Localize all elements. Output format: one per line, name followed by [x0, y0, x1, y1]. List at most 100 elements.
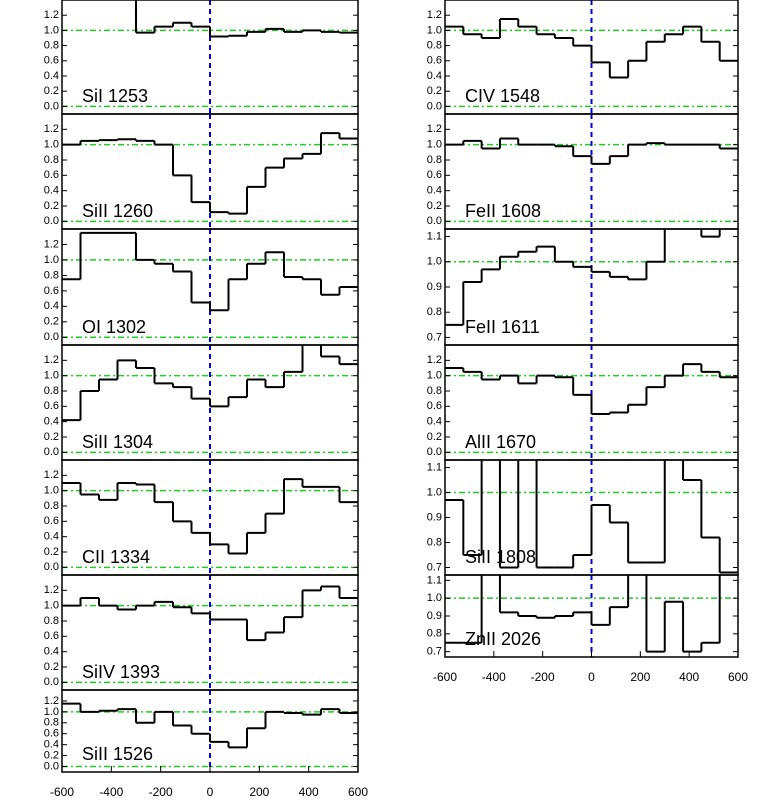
- y-tick-label: 0.6: [427, 55, 442, 67]
- y-tick-label: 0.0: [44, 561, 59, 573]
- panel: [62, 0, 358, 114]
- y-tick-label: 1.0: [44, 254, 59, 266]
- y-tick-label: 0.6: [427, 400, 442, 412]
- y-tick-label: 0.6: [44, 285, 59, 297]
- x-tick-label: 400: [679, 670, 699, 684]
- y-tick-label: 0.2: [427, 200, 442, 212]
- y-tick-label: 0.4: [427, 185, 442, 197]
- line-label: AlII 1670: [465, 432, 536, 452]
- line-label: SiIV 1393: [82, 662, 160, 682]
- panel: [445, 460, 738, 575]
- y-tick-label: 0.8: [44, 269, 59, 281]
- line-label: SiII 1260: [82, 201, 153, 221]
- y-tick-label: 0.9: [427, 610, 442, 622]
- y-tick-label: 1.0: [44, 24, 59, 36]
- y-tick-label: 0.4: [44, 646, 59, 658]
- panel: [445, 575, 738, 657]
- y-tick-label: 0.2: [44, 85, 59, 97]
- y-tick-label: 0.8: [427, 385, 442, 397]
- y-tick-label: 0.8: [44, 500, 59, 512]
- y-tick-label: 1.2: [44, 354, 59, 366]
- y-tick-label: 1.2: [44, 9, 59, 21]
- y-tick-label: 1.0: [427, 24, 442, 36]
- y-tick-label: 0.4: [427, 70, 442, 82]
- y-tick-label: 1.0: [427, 256, 442, 268]
- y-tick-label: 0.2: [44, 546, 59, 558]
- panel: [62, 575, 358, 690]
- y-tick-label: 0.0: [44, 215, 59, 227]
- y-tick-label: 0.8: [427, 154, 442, 166]
- line-label: SiII 1526: [82, 744, 153, 764]
- y-tick-label: 0.7: [427, 646, 442, 658]
- y-tick-label: 1.0: [44, 139, 59, 151]
- y-tick-label: 0.4: [44, 416, 59, 428]
- y-tick-label: 0.0: [44, 100, 59, 112]
- y-tick-label: 0.2: [44, 661, 59, 673]
- y-tick-label: 0.0: [44, 760, 59, 772]
- x-tick-label: -200: [149, 785, 173, 799]
- y-tick-label: 0.8: [44, 385, 59, 397]
- y-tick-label: 0.0: [427, 446, 442, 458]
- y-tick-label: 0.4: [44, 300, 59, 312]
- x-tick-label: -400: [482, 670, 506, 684]
- panel: [445, 345, 738, 460]
- y-tick-label: 1.2: [44, 238, 59, 250]
- y-tick-label: 0.2: [427, 85, 442, 97]
- panel: [445, 114, 738, 229]
- y-tick-label: 1.0: [427, 139, 442, 151]
- y-tick-label: 0.9: [427, 281, 442, 293]
- y-tick-label: 0.2: [44, 750, 59, 762]
- y-tick-label: 0.4: [44, 739, 59, 751]
- y-tick-label: 1.2: [427, 354, 442, 366]
- x-tick-label: -600: [50, 785, 74, 799]
- panel: [62, 690, 358, 772]
- line-label: SiII 1808: [465, 547, 536, 567]
- y-tick-label: 0.8: [44, 40, 59, 52]
- x-tick-label: 600: [728, 670, 748, 684]
- y-tick-label: 0.2: [44, 431, 59, 443]
- y-tick-label: 1.2: [427, 123, 442, 135]
- x-tick-label: -400: [99, 785, 123, 799]
- y-tick-label: 0.0: [44, 676, 59, 688]
- y-tick-label: 1.0: [427, 370, 442, 382]
- y-tick-label: 0.9: [427, 511, 442, 523]
- y-tick-label: 1.0: [44, 370, 59, 382]
- y-tick-label: 1.0: [427, 592, 442, 604]
- panel: [62, 345, 358, 460]
- y-tick-label: 0.0: [44, 331, 59, 343]
- y-tick-label: 0.6: [44, 515, 59, 527]
- y-tick-label: 0.8: [44, 154, 59, 166]
- line-label: OI 1302: [82, 317, 146, 337]
- y-tick-label: 1.0: [44, 485, 59, 497]
- y-tick-label: 0.7: [427, 561, 442, 573]
- line-label: CII 1334: [82, 547, 150, 567]
- y-tick-label: 0.4: [44, 185, 59, 197]
- x-tick-label: -600: [433, 670, 457, 684]
- y-tick-label: 0.6: [44, 400, 59, 412]
- panel: [445, 229, 738, 345]
- y-tick-label: 0.8: [427, 306, 442, 318]
- y-tick-label: 1.2: [44, 123, 59, 135]
- panel: [62, 460, 358, 575]
- y-tick-label: 1.2: [44, 695, 59, 707]
- x-tick-label: 0: [207, 785, 214, 799]
- x-tick-label: 400: [299, 785, 319, 799]
- y-tick-label: 0.8: [427, 40, 442, 52]
- panel: [62, 229, 358, 345]
- line-label: FeII 1608: [465, 201, 541, 221]
- panel: [445, 0, 738, 114]
- y-tick-label: 1.1: [427, 461, 442, 473]
- y-tick-label: 0.8: [44, 615, 59, 627]
- line-label: CIV 1548: [465, 86, 540, 106]
- y-tick-label: 1.1: [427, 230, 442, 242]
- y-tick-label: 0.4: [44, 70, 59, 82]
- y-tick-label: 1.2: [44, 469, 59, 481]
- x-tick-label: -200: [531, 670, 555, 684]
- x-tick-label: 200: [249, 785, 269, 799]
- y-tick-label: 0.4: [427, 416, 442, 428]
- y-tick-label: 0.6: [44, 169, 59, 181]
- y-tick-label: 0.6: [44, 55, 59, 67]
- y-tick-label: 0.6: [427, 169, 442, 181]
- y-tick-label: 1.2: [427, 9, 442, 21]
